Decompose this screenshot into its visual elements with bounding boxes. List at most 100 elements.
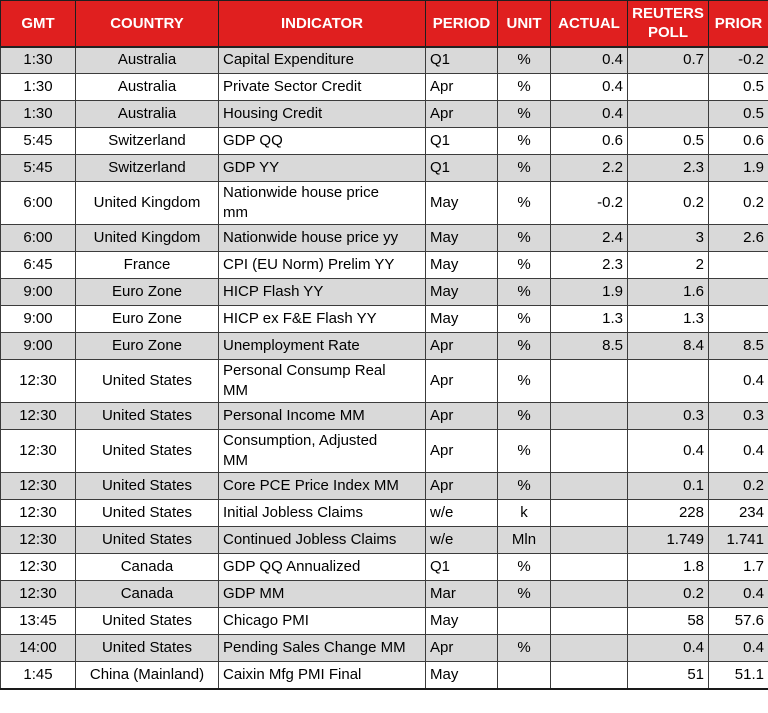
reuters-poll-cell: 8.4	[627, 332, 709, 360]
prior-cell: 0.6	[708, 127, 768, 155]
country-cell: United States	[75, 402, 219, 430]
country-cell: Canada	[75, 553, 219, 581]
actual-cell: 2.4	[550, 224, 628, 252]
indicator-cell: GDP QQ Annualized	[218, 553, 426, 581]
table-row: 14:00 United States Pending Sales Change…	[0, 634, 768, 662]
unit-cell: %	[497, 580, 551, 608]
reuters-poll-cell: 0.7	[627, 46, 709, 74]
reuters-poll-cell: 0.5	[627, 127, 709, 155]
country-cell: United Kingdom	[75, 181, 219, 225]
unit-cell: %	[497, 553, 551, 581]
unit-cell: %	[497, 472, 551, 500]
table-row: 1:30 Australia Housing Credit Apr % 0.4 …	[0, 100, 768, 128]
prior-cell: 1.741	[708, 526, 768, 554]
prior-cell: 0.4	[708, 359, 768, 403]
table-row: 12:30 United States Personal Income MM A…	[0, 402, 768, 430]
actual-cell	[550, 429, 628, 473]
indicator-cell: Nationwide house price mm	[218, 181, 426, 225]
table-row: 9:00 Euro Zone HICP ex F&E Flash YY May …	[0, 305, 768, 333]
period-cell: Q1	[425, 127, 498, 155]
table-row: 12:30 United States Continued Jobless Cl…	[0, 526, 768, 554]
country-cell: United Kingdom	[75, 224, 219, 252]
country-cell: Switzerland	[75, 154, 219, 182]
gmt-cell: 13:45	[0, 607, 76, 635]
country-cell: France	[75, 251, 219, 279]
gmt-cell: 12:30	[0, 499, 76, 527]
country-cell: United States	[75, 472, 219, 500]
gmt-cell: 12:30	[0, 429, 76, 473]
reuters-poll-cell: 51	[627, 661, 709, 689]
country-cell: Euro Zone	[75, 305, 219, 333]
table-row: 12:30 United States Consumption, Adjuste…	[0, 429, 768, 473]
unit-cell: %	[497, 73, 551, 101]
unit-cell: %	[497, 634, 551, 662]
unit-cell: %	[497, 278, 551, 306]
prior-cell: 0.3	[708, 402, 768, 430]
prior-cell: 1.7	[708, 553, 768, 581]
prior-cell: 8.5	[708, 332, 768, 360]
period-cell: Q1	[425, 154, 498, 182]
reuters-poll-cell: 3	[627, 224, 709, 252]
gmt-cell: 9:00	[0, 332, 76, 360]
unit-cell: %	[497, 154, 551, 182]
actual-cell: 2.3	[550, 251, 628, 279]
reuters-poll-cell: 1.3	[627, 305, 709, 333]
table-row: 12:30 Canada GDP MM Mar % 0.2 0.4	[0, 580, 768, 608]
column-header-country: COUNTRY	[75, 0, 219, 48]
prior-cell: 0.4	[708, 580, 768, 608]
prior-cell: 0.5	[708, 73, 768, 101]
actual-cell	[550, 580, 628, 608]
table-row: 6:00 United Kingdom Nationwide house pri…	[0, 224, 768, 252]
column-header-prior: PRIOR	[708, 0, 768, 48]
column-header-gmt: GMT	[0, 0, 76, 48]
period-cell: May	[425, 661, 498, 689]
gmt-cell: 5:45	[0, 154, 76, 182]
gmt-cell: 1:30	[0, 46, 76, 74]
reuters-poll-cell: 2.3	[627, 154, 709, 182]
unit-cell: %	[497, 224, 551, 252]
prior-cell: 0.4	[708, 634, 768, 662]
prior-cell: -0.2	[708, 46, 768, 74]
unit-cell: %	[497, 100, 551, 128]
country-cell: Switzerland	[75, 127, 219, 155]
unit-cell: %	[497, 332, 551, 360]
reuters-poll-cell	[627, 359, 709, 403]
period-cell: w/e	[425, 526, 498, 554]
gmt-cell: 9:00	[0, 305, 76, 333]
country-cell: United States	[75, 526, 219, 554]
country-cell: Canada	[75, 580, 219, 608]
actual-cell	[550, 472, 628, 500]
indicator-cell: Unemployment Rate	[218, 332, 426, 360]
period-cell: Q1	[425, 46, 498, 74]
prior-cell: 57.6	[708, 607, 768, 635]
prior-cell: 0.5	[708, 100, 768, 128]
gmt-cell: 1:45	[0, 661, 76, 689]
period-cell: May	[425, 278, 498, 306]
period-cell: Apr	[425, 100, 498, 128]
indicator-cell: Chicago PMI	[218, 607, 426, 635]
table-row: 5:45 Switzerland GDP YY Q1 % 2.2 2.3 1.9	[0, 154, 768, 182]
table-row: 1:30 Australia Capital Expenditure Q1 % …	[0, 46, 768, 74]
unit-cell: %	[497, 402, 551, 430]
economic-calendar-table: GMT COUNTRY INDICATOR PERIOD UNIT ACTUAL…	[0, 0, 768, 690]
unit-cell	[497, 607, 551, 635]
actual-cell	[550, 553, 628, 581]
indicator-cell: Consumption, Adjusted MM	[218, 429, 426, 473]
period-cell: Q1	[425, 553, 498, 581]
table-row: 6:00 United Kingdom Nationwide house pri…	[0, 181, 768, 225]
unit-cell: %	[497, 305, 551, 333]
gmt-cell: 1:30	[0, 73, 76, 101]
period-cell: Apr	[425, 402, 498, 430]
table-row: 9:00 Euro Zone HICP Flash YY May % 1.9 1…	[0, 278, 768, 306]
prior-cell	[708, 278, 768, 306]
table-row: 12:30 United States Core PCE Price Index…	[0, 472, 768, 500]
gmt-cell: 9:00	[0, 278, 76, 306]
reuters-poll-cell: 0.4	[627, 634, 709, 662]
actual-cell: 0.6	[550, 127, 628, 155]
gmt-cell: 12:30	[0, 472, 76, 500]
indicator-cell: Private Sector Credit	[218, 73, 426, 101]
period-cell: May	[425, 251, 498, 279]
indicator-cell: Continued Jobless Claims	[218, 526, 426, 554]
table-row: 12:30 United States Initial Jobless Clai…	[0, 499, 768, 527]
table-row: 1:45 China (Mainland) Caixin Mfg PMI Fin…	[0, 661, 768, 689]
